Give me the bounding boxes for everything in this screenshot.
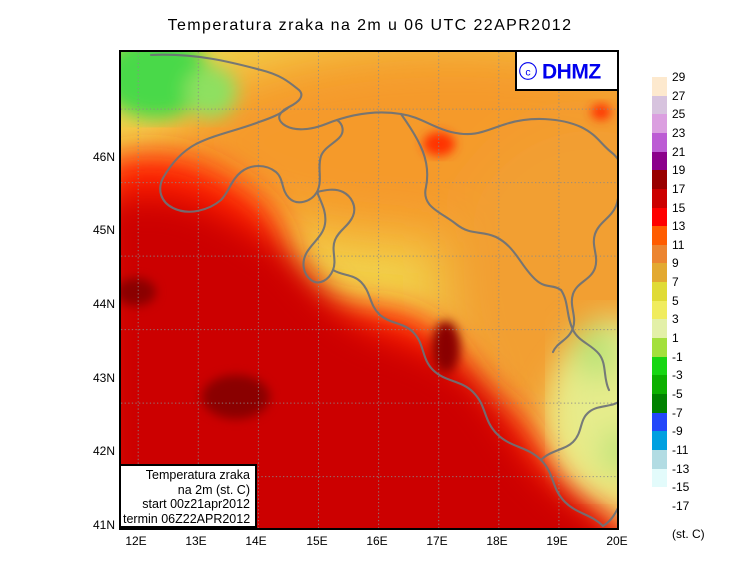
svg-text:c: c <box>525 66 530 78</box>
svg-text:DHMZ: DHMZ <box>542 60 601 83</box>
